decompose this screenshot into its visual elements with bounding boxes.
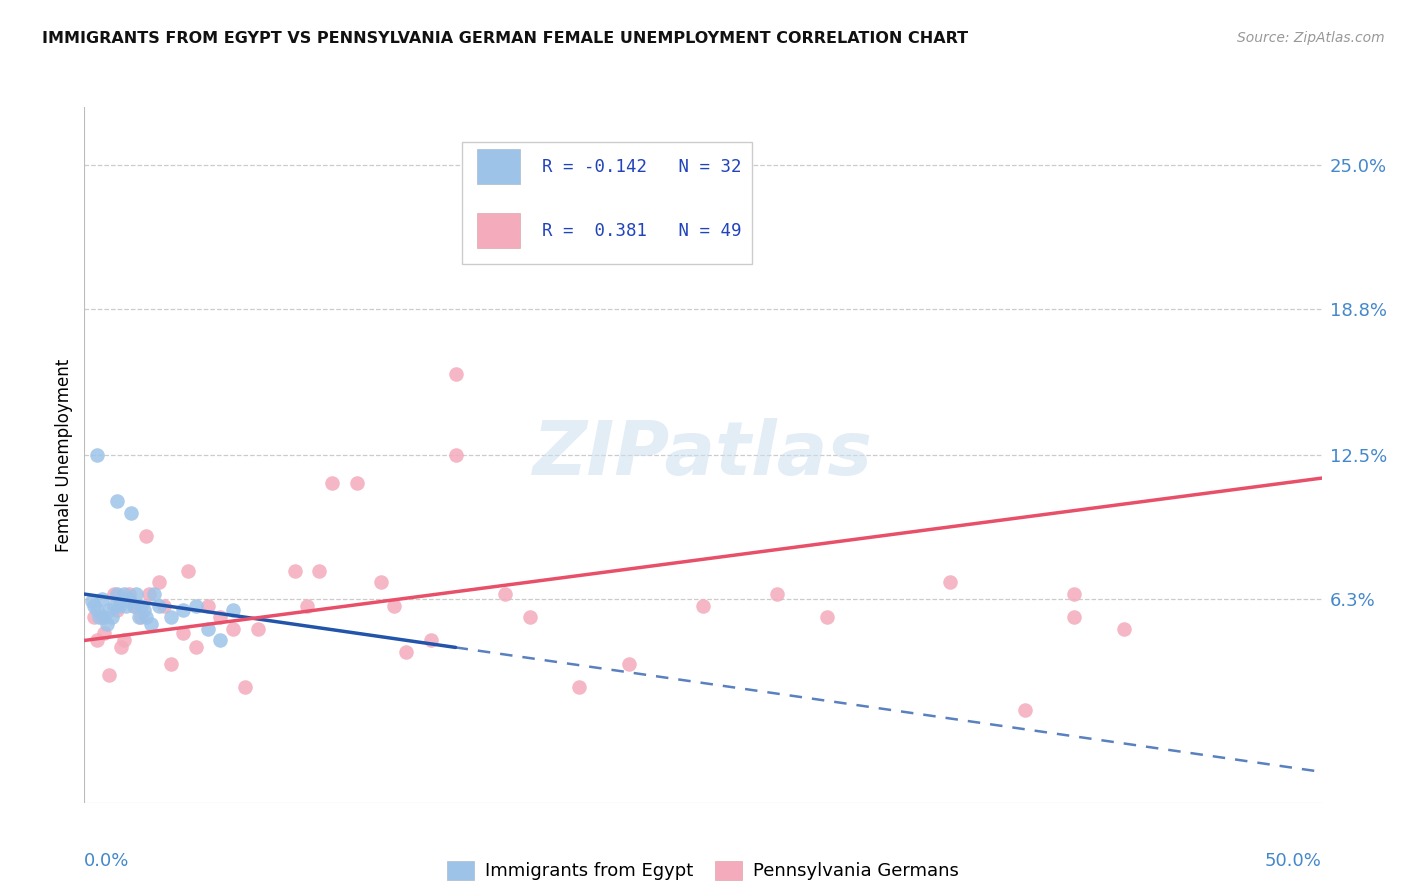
Point [1112, 622, 1135, 636]
Point [222, 622, 245, 636]
Point [160, 610, 183, 624]
Point [568, 680, 591, 694]
Text: R =  0.381   N = 49: R = 0.381 N = 49 [543, 221, 741, 240]
Point [129, 599, 152, 613]
Point [110, 640, 132, 655]
Text: R = -0.142   N = 32: R = -0.142 N = 32 [543, 158, 741, 176]
Point [135, 610, 157, 624]
Point [135, 529, 157, 543]
Point [118, 591, 141, 606]
Point [295, 599, 318, 613]
Point [83, 599, 105, 613]
Point [692, 599, 714, 613]
Point [766, 587, 789, 601]
Point [115, 599, 138, 613]
Text: Source: ZipAtlas.com: Source: ZipAtlas.com [1237, 31, 1385, 45]
Point [815, 610, 838, 624]
Point [118, 587, 141, 601]
Point [152, 599, 174, 613]
Point [939, 575, 962, 590]
Point [617, 657, 640, 671]
Bar [477, 213, 520, 248]
Point [122, 599, 145, 613]
Point [519, 610, 541, 624]
Point [112, 633, 135, 648]
Point [172, 603, 194, 617]
Point [370, 575, 392, 590]
Point [128, 610, 150, 624]
Point [1063, 610, 1085, 624]
Point [89, 610, 111, 624]
Point [148, 575, 170, 590]
Point [86, 603, 108, 617]
Point [90, 610, 112, 624]
Point [209, 633, 232, 648]
Point [125, 587, 148, 601]
Point [122, 599, 145, 613]
Point [395, 645, 418, 659]
Point [1063, 587, 1085, 601]
Point [105, 603, 128, 617]
Point [93, 626, 115, 640]
Point [129, 610, 152, 624]
Point [86, 448, 108, 462]
Y-axis label: Female Unemployment: Female Unemployment [55, 359, 73, 551]
Bar [477, 150, 520, 184]
Point [209, 610, 232, 624]
Point [177, 564, 200, 578]
Point [120, 506, 142, 520]
Point [103, 587, 125, 601]
Point [98, 668, 121, 682]
Point [1014, 703, 1036, 717]
Point [110, 594, 132, 608]
Point [132, 603, 155, 617]
Point [246, 622, 269, 636]
Point [494, 239, 516, 253]
Point [80, 594, 103, 608]
Point [105, 587, 128, 601]
Point [494, 587, 516, 601]
Point [172, 626, 194, 640]
Point [100, 610, 122, 624]
Point [112, 587, 135, 601]
Point [284, 564, 307, 578]
Text: 0.0%: 0.0% [84, 852, 129, 870]
Point [444, 448, 467, 462]
FancyBboxPatch shape [461, 142, 752, 263]
Point [83, 610, 105, 624]
Point [138, 587, 160, 601]
Point [142, 587, 165, 601]
Point [222, 603, 245, 617]
Point [197, 599, 219, 613]
Point [184, 640, 207, 655]
Point [108, 599, 131, 613]
Point [98, 603, 121, 617]
Point [103, 599, 125, 613]
Point [444, 367, 467, 381]
Point [419, 633, 441, 648]
Point [148, 599, 170, 613]
Point [184, 599, 207, 613]
Point [141, 617, 163, 632]
Point [308, 564, 330, 578]
Point [197, 622, 219, 636]
Point [105, 494, 128, 508]
Point [93, 610, 115, 624]
Point [233, 680, 256, 694]
Legend: Immigrants from Egypt, Pennsylvania Germans: Immigrants from Egypt, Pennsylvania Germ… [440, 854, 966, 888]
Text: IMMIGRANTS FROM EGYPT VS PENNSYLVANIA GERMAN FEMALE UNEMPLOYMENT CORRELATION CHA: IMMIGRANTS FROM EGYPT VS PENNSYLVANIA GE… [42, 31, 969, 46]
Point [86, 633, 108, 648]
Text: ZIPatlas: ZIPatlas [533, 418, 873, 491]
Point [160, 657, 183, 671]
Point [346, 475, 368, 490]
Point [321, 475, 343, 490]
Point [382, 599, 405, 613]
Text: 50.0%: 50.0% [1265, 852, 1322, 870]
Point [90, 591, 112, 606]
Point [96, 617, 118, 632]
